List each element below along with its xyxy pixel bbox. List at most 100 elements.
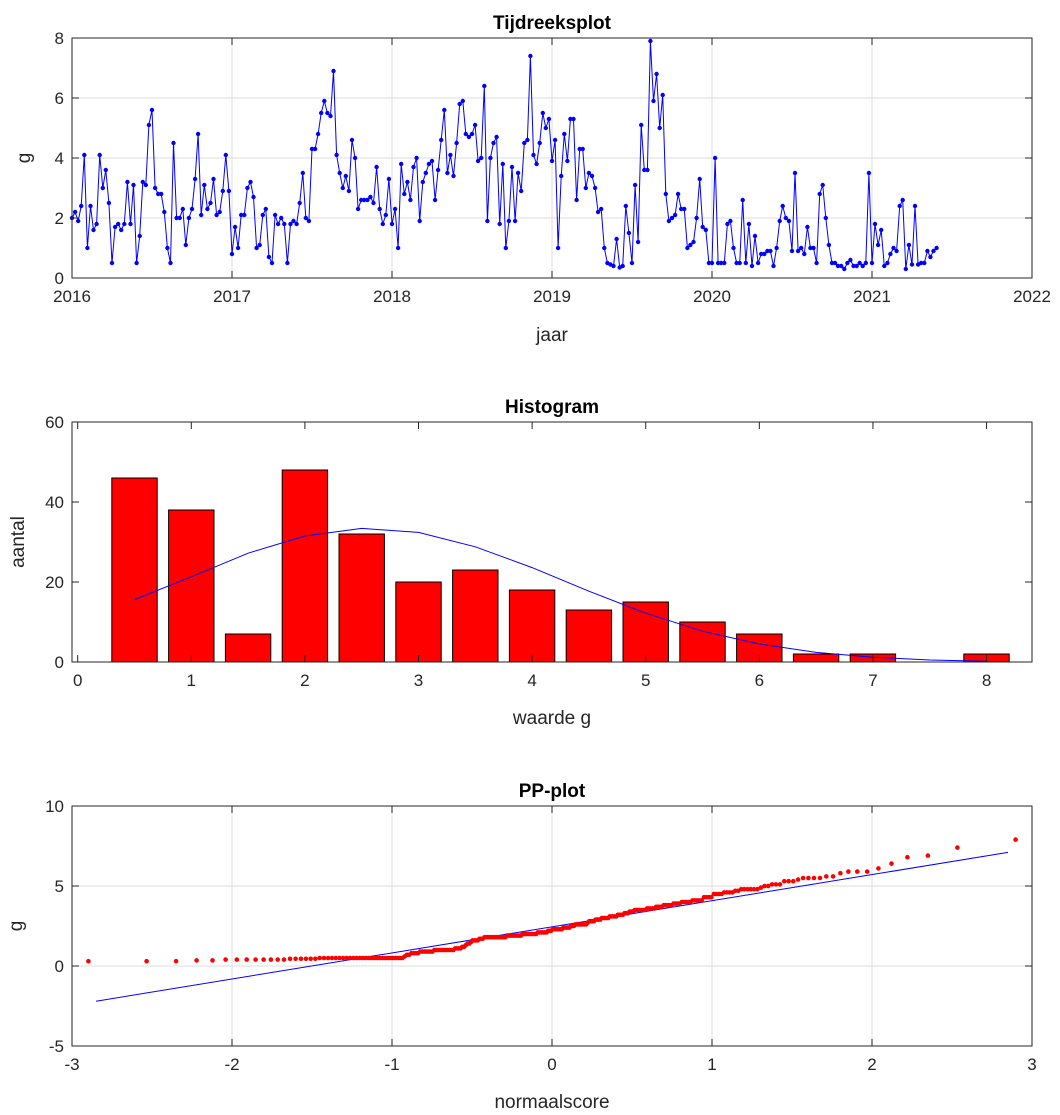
timeseries-ytick-label: 6: [55, 89, 64, 108]
histogram-ytick-label: 20: [45, 573, 64, 592]
timeseries-point: [405, 179, 410, 185]
timeseries-point: [528, 53, 533, 59]
timeseries-point: [623, 203, 628, 209]
timeseries-point: [546, 116, 552, 122]
timeseries-point: [709, 260, 715, 266]
timeseries-point: [402, 191, 407, 197]
histogram-bar: [792, 653, 840, 663]
pp-points: [86, 837, 1018, 964]
timeseries-point: [82, 152, 87, 158]
pp-point: [337, 955, 342, 961]
timeseries-point: [762, 251, 767, 257]
timeseries-point: [242, 212, 247, 218]
timeseries-point: [454, 140, 459, 146]
timeseries-point: [300, 170, 305, 176]
timeseries-point: [832, 260, 838, 266]
timeseries-point: [574, 197, 579, 203]
timeseries-point: [205, 206, 210, 212]
pp-point: [86, 958, 91, 964]
timeseries-point: [568, 116, 573, 122]
timeseries-point: [128, 221, 133, 227]
timeseries-xtick-label: 2021: [853, 287, 891, 306]
timeseries-point: [848, 257, 853, 263]
timeseries-point: [112, 224, 118, 230]
timeseries-point: [180, 206, 185, 212]
timeseries-point: [715, 260, 721, 266]
timeseries-point: [703, 227, 708, 233]
timeseries-point: [562, 131, 567, 137]
pp-point: [830, 874, 836, 879]
timeseries-point: [119, 227, 124, 233]
timeseries-point: [325, 110, 330, 116]
timeseries-point: [614, 236, 619, 242]
timeseries-point: [380, 221, 385, 227]
timeseries-point: [632, 182, 638, 188]
histogram-plot: 0 1 2 3 4 5 6 7 8 0 20 40 60 Histogram waarde g aant…: [8, 397, 1033, 729]
timeseries-point: [202, 182, 207, 188]
timeseries-point: [845, 260, 850, 266]
timeseries-point: [706, 260, 712, 266]
timeseries-point: [386, 176, 392, 182]
timeseries-point: [820, 182, 825, 188]
timeseries-point: [774, 245, 779, 251]
timeseries-point: [642, 167, 647, 173]
timeseries-point: [143, 182, 148, 188]
timeseries-point: [657, 125, 662, 131]
pp-point: [777, 882, 783, 887]
timeseries-point: [254, 245, 259, 251]
timeseries-point: [869, 260, 875, 266]
timeseries-point: [399, 161, 404, 167]
timeseries-point: [934, 245, 939, 251]
timeseries-xtick-label: 2022: [1013, 287, 1051, 306]
histogram-xtick-label: 4: [527, 671, 536, 690]
timeseries-point: [94, 221, 99, 227]
timeseries-point: [752, 233, 758, 239]
timeseries-point: [842, 266, 847, 272]
timeseries-point: [835, 263, 841, 269]
timeseries-point: [740, 197, 745, 203]
timeseries-point: [408, 197, 413, 203]
timeseries-point: [383, 212, 388, 218]
histogram-ytick-label: 60: [45, 413, 64, 432]
timeseries-point: [734, 260, 739, 266]
pp-point: [709, 894, 714, 900]
pp-point: [333, 955, 339, 961]
timeseries-point: [885, 260, 890, 266]
timeseries-point: [817, 191, 822, 197]
timeseries-point: [666, 218, 672, 224]
timeseries-point: [362, 197, 367, 203]
timeseries-point: [688, 242, 693, 248]
timeseries-point: [260, 212, 265, 218]
pp-point: [210, 958, 215, 963]
pp-point: [194, 958, 199, 963]
timeseries-point: [675, 191, 681, 197]
timeseries-point: [860, 263, 865, 269]
pp-ylabel: g: [6, 921, 27, 932]
histogram-bar: [395, 581, 442, 663]
pp-xtick-label: -2: [224, 1055, 239, 1074]
pp-point: [293, 956, 298, 962]
timeseries-point: [392, 206, 398, 212]
timeseries-xtick-label: 2017: [213, 287, 251, 306]
timeseries-point: [229, 251, 235, 257]
timeseries-point: [894, 248, 899, 254]
timeseries-point: [423, 170, 428, 176]
pp-point: [864, 869, 870, 874]
timeseries-point: [879, 227, 884, 233]
timeseries-point: [494, 134, 499, 140]
timeseries-point: [663, 191, 668, 197]
timeseries-title: Tijdreeksplot: [493, 13, 612, 34]
timeseries-point: [288, 221, 293, 227]
pp-xtick-label: 2: [867, 1055, 876, 1074]
timeseries-point: [195, 131, 201, 137]
histogram-xtick-label: 6: [755, 671, 764, 690]
histogram-xtick-label: 1: [187, 671, 196, 690]
timeseries-point: [599, 206, 604, 212]
pp-point: [838, 870, 843, 876]
timeseries-point: [189, 206, 195, 212]
timeseries-point: [472, 122, 478, 128]
histogram-ytick-label: 40: [45, 493, 64, 512]
timeseries-point: [475, 158, 481, 164]
timeseries-point: [749, 263, 755, 269]
pp-point: [340, 955, 346, 961]
